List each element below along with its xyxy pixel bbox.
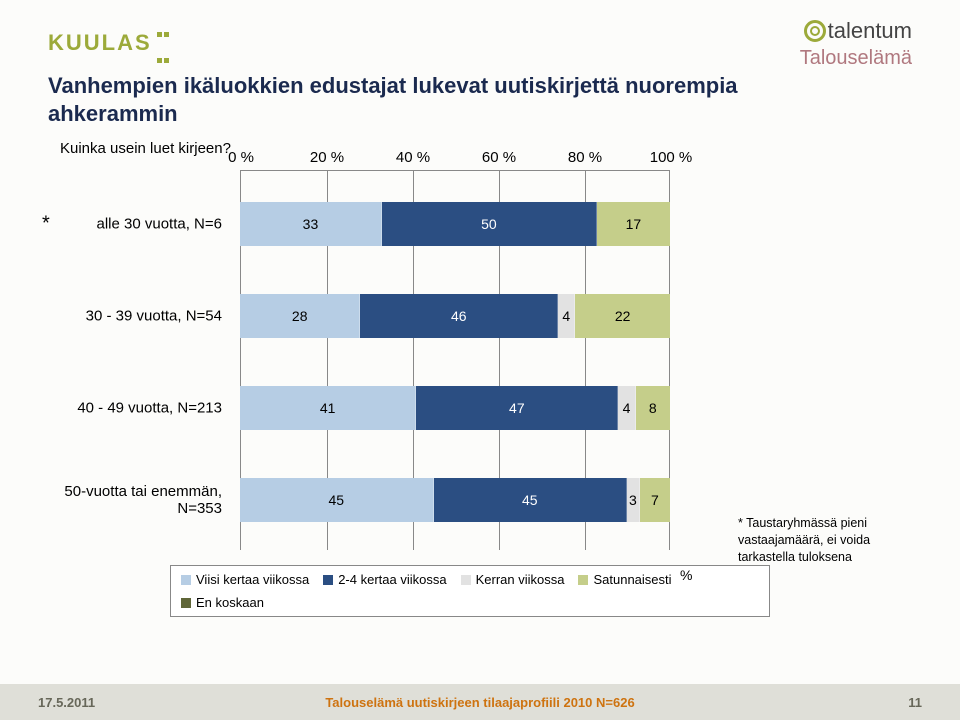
chart-bar-segment: 33 xyxy=(240,202,382,246)
chart-category-label: 50-vuotta tai enemmän, N=353 xyxy=(60,483,230,517)
chart-bar-segment: 3 xyxy=(627,478,640,522)
header: KUULAS talentum Talouselämä xyxy=(0,18,960,78)
chart-xtick: 80 % xyxy=(568,149,602,166)
chart-bar-segment: 8 xyxy=(636,386,670,430)
chart-xtick: 0 % xyxy=(228,149,254,166)
footer-date: 17.5.2011 xyxy=(38,695,95,710)
talentum-logo-text: talentum xyxy=(828,18,912,43)
chart-bar-row: 454537 xyxy=(240,478,670,522)
legend-item: Viisi kertaa viikossa xyxy=(181,572,309,587)
chart-bar-row: 2846422 xyxy=(240,294,670,338)
chart-legend-wrap: Viisi kertaa viikossa 2-4 kertaa viikossa… xyxy=(170,555,770,617)
legend-label: Viisi kertaa viikossa xyxy=(196,572,309,587)
chart-bar-segment: 7 xyxy=(640,478,670,522)
kuulas-dots-icon xyxy=(156,18,170,70)
percent-label: % xyxy=(680,567,692,583)
chart-bar-segment: 45 xyxy=(434,478,628,522)
legend-label: En koskaan xyxy=(196,595,264,610)
chart-bar-segment: 4 xyxy=(558,294,575,338)
legend-item: 2-4 kertaa viikossa xyxy=(323,572,446,587)
chart-bar-segment: 45 xyxy=(240,478,434,522)
chart-bar-segment: 28 xyxy=(240,294,360,338)
chart-bar-segment: 22 xyxy=(575,294,670,338)
chart-bar-segment: 17 xyxy=(597,202,670,246)
chart-bar-segment: 47 xyxy=(416,386,618,430)
legend-swatch-icon xyxy=(323,575,333,585)
page-title: Vanhempien ikäluokkien edustajat lukevat… xyxy=(48,72,748,127)
legend-swatch-icon xyxy=(578,575,588,585)
chart-subtitle: Kuinka usein luet kirjeen? xyxy=(60,140,231,157)
legend-swatch-icon xyxy=(181,575,191,585)
legend-item: Satunnaisesti xyxy=(578,572,671,587)
legend-item: En koskaan xyxy=(181,595,264,610)
chart-xtick: 100 % xyxy=(650,149,693,166)
legend-label: 2-4 kertaa viikossa xyxy=(338,572,446,587)
legend-label: Kerran viikossa xyxy=(476,572,565,587)
talentum-spiral-icon xyxy=(804,20,826,42)
footer-center-text: Talouselämä uutiskirjeen tilaajaprofiili… xyxy=(0,695,960,710)
chart-bar-segment: 41 xyxy=(240,386,416,430)
legend-swatch-icon xyxy=(461,575,471,585)
kuulas-logo: KUULAS xyxy=(48,18,170,70)
stacked-bar-chart: 0 %20 %40 %60 %80 %100 % alle 30 vuotta,… xyxy=(60,170,690,590)
chart-bar-segment: 4 xyxy=(618,386,635,430)
chart-xtick: 40 % xyxy=(396,149,430,166)
legend-label: Satunnaisesti xyxy=(593,572,671,587)
chart-xtick: 60 % xyxy=(482,149,516,166)
kuulas-logo-text: KUULAS xyxy=(48,30,152,55)
chart-category-label: 30 - 39 vuotta, N=54 xyxy=(60,308,230,325)
chart-bar-segment: 46 xyxy=(360,294,558,338)
footer-page-number: 11 xyxy=(908,695,922,710)
legend-item: Kerran viikossa xyxy=(461,572,565,587)
talentum-logo-block: talentum Talouselämä xyxy=(800,18,912,70)
chart-category-label: 40 - 49 vuotta, N=213 xyxy=(60,400,230,417)
footnote: * Taustaryhmässä pieni vastaajamäärä, ei… xyxy=(738,515,913,566)
chart-bar-segment: 50 xyxy=(382,202,597,246)
footer-bar: 17.5.2011 Talouselämä uutiskirjeen tilaa… xyxy=(0,684,960,720)
legend-swatch-icon xyxy=(181,598,191,608)
chart-xtick: 20 % xyxy=(310,149,344,166)
asterisk-icon: * xyxy=(42,213,56,236)
chart-bar-row: 335017 xyxy=(240,202,670,246)
chart-category-label: alle 30 vuotta, N=6 xyxy=(60,216,230,233)
talouselama-logo-text: Talouselämä xyxy=(800,46,912,70)
chart-bar-row: 414748 xyxy=(240,386,670,430)
